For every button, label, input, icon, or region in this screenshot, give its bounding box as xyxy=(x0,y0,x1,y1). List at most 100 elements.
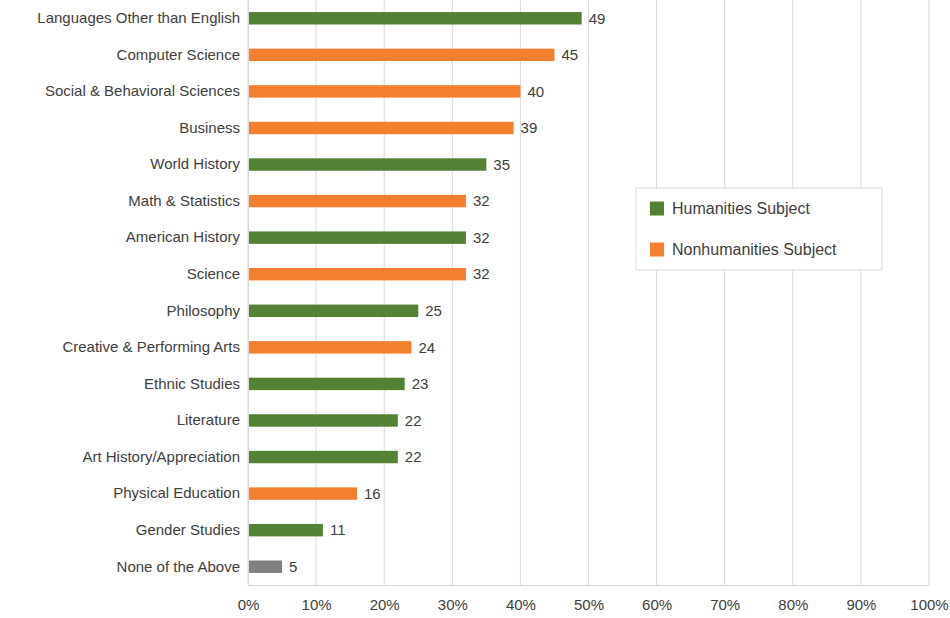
bar xyxy=(248,341,411,353)
data-label: 32 xyxy=(473,265,490,282)
data-label: 45 xyxy=(561,46,578,63)
tick-label: Philosophy xyxy=(167,302,241,319)
tick-label: 80% xyxy=(778,596,808,613)
tick: World History xyxy=(150,155,248,172)
tick-label: 0% xyxy=(238,596,260,613)
tick-label: Gender Studies xyxy=(136,521,240,538)
data-labels: 49 35 32 25 23 22 22 11 45 40 39 32 32 24 16 5 xyxy=(289,10,605,575)
tick: None of the Above xyxy=(117,558,248,575)
tick: 60% xyxy=(642,585,672,613)
data-label: 40 xyxy=(527,83,544,100)
tick-label: Science xyxy=(187,265,240,282)
tick-label: Social & Behavioral Sciences xyxy=(45,82,240,99)
data-label: 22 xyxy=(405,448,422,465)
bar xyxy=(248,49,554,61)
data-label: 39 xyxy=(521,119,538,136)
tick-label: 40% xyxy=(506,596,536,613)
tick: Physical Education xyxy=(113,484,248,501)
axis-line xyxy=(249,585,930,586)
bar xyxy=(248,268,466,280)
tick: 90% xyxy=(846,585,876,613)
tick-label: Math & Statistics xyxy=(128,192,240,209)
data-label: 24 xyxy=(418,339,435,356)
tick: Math & Statistics xyxy=(128,192,248,209)
tick-label: World History xyxy=(150,155,240,172)
grid-line xyxy=(860,0,861,585)
tick-label: 30% xyxy=(438,596,468,613)
tick-label: Art History/Appreciation xyxy=(82,448,240,465)
data-label: 49 xyxy=(589,10,606,27)
tick: Gender Studies xyxy=(136,521,248,538)
bar xyxy=(248,451,398,463)
legend: Humanities Subject Nonhumanities Subject xyxy=(636,188,882,270)
bar xyxy=(248,158,486,170)
tick-label: Physical Education xyxy=(113,484,240,501)
grid-line xyxy=(656,0,657,585)
data-label: 32 xyxy=(473,192,490,209)
grid-line xyxy=(792,0,793,585)
y-axis: Languages Other than English Computer Sci… xyxy=(37,1,248,586)
tick-label: Computer Science xyxy=(117,46,240,63)
tick: 30% xyxy=(438,585,468,613)
tick-label: 50% xyxy=(574,596,604,613)
tick: Social & Behavioral Sciences xyxy=(45,82,248,99)
tick: 70% xyxy=(710,585,740,613)
tick: 80% xyxy=(778,585,808,613)
data-label: 35 xyxy=(493,156,510,173)
data-label: 11 xyxy=(330,521,346,538)
tick-label: Ethnic Studies xyxy=(144,375,240,392)
bar xyxy=(248,231,466,243)
grid xyxy=(248,0,929,585)
data-label: 5 xyxy=(289,558,297,575)
bar xyxy=(248,561,282,573)
tick: 0% xyxy=(238,585,260,613)
data-label: 22 xyxy=(405,412,422,429)
bar xyxy=(248,85,520,97)
tick: American History xyxy=(126,228,248,245)
tick-label: American History xyxy=(126,228,241,245)
data-label: 25 xyxy=(425,302,442,319)
data-label: 23 xyxy=(412,375,429,392)
chart: 49353225232222114540393232241650%10%20%3… xyxy=(0,0,950,618)
tick-label: 60% xyxy=(642,596,672,613)
legend-label: Humanities Subject xyxy=(672,200,810,217)
tick: Creative & Performing Arts xyxy=(62,338,248,355)
bar xyxy=(248,414,398,426)
grid-line xyxy=(248,0,249,585)
legend-label: Nonhumanities Subject xyxy=(672,241,837,258)
data-label: 32 xyxy=(473,229,490,246)
tick: Philosophy xyxy=(167,302,248,319)
tick: 40% xyxy=(506,585,536,613)
tick: 50% xyxy=(574,585,604,613)
tick: Business xyxy=(179,119,248,136)
tick: Computer Science xyxy=(117,46,248,63)
bar xyxy=(248,487,357,499)
tick-label: 10% xyxy=(302,596,332,613)
x-axis: 0% 10% 20% 30% 40% 50% 60% 70% 80% 90% 100% xyxy=(238,585,949,613)
grid-line xyxy=(929,0,930,585)
bar xyxy=(248,122,514,134)
tick-label: 20% xyxy=(370,596,400,613)
tick-label: Business xyxy=(179,119,240,136)
tick-label: Languages Other than English xyxy=(37,9,240,26)
tick: Literature xyxy=(177,411,248,428)
tick: Art History/Appreciation xyxy=(82,448,248,465)
bar xyxy=(248,378,405,390)
tick: Science xyxy=(187,265,248,282)
tick-label: 100% xyxy=(910,596,948,613)
tick: 20% xyxy=(370,585,400,613)
tick-label: Literature xyxy=(177,411,240,428)
bar xyxy=(248,195,466,207)
tick: Languages Other than English xyxy=(37,9,248,26)
tick: Ethnic Studies xyxy=(144,375,248,392)
legend-box xyxy=(636,188,882,270)
tick-label: None of the Above xyxy=(117,558,240,575)
data-label: 16 xyxy=(364,485,381,502)
grid-line xyxy=(588,0,589,585)
tick: 100% xyxy=(910,585,948,613)
bars xyxy=(248,12,582,573)
legend-swatch xyxy=(650,243,664,257)
legend-swatch xyxy=(650,202,664,216)
grid-line xyxy=(724,0,725,585)
bar xyxy=(248,524,323,536)
